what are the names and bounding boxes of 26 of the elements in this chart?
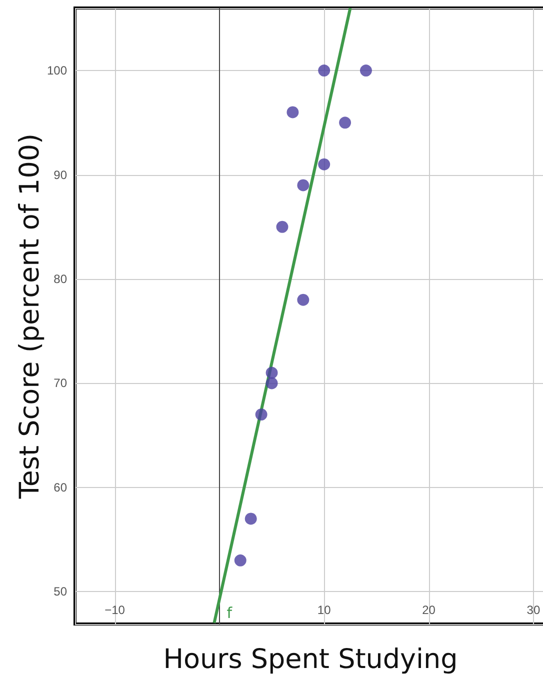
point: [297, 179, 310, 192]
y-axis-title: Test Score (percent of 100): [14, 133, 46, 500]
point: [234, 554, 246, 566]
x-tick-label: 20: [422, 603, 436, 617]
point: [244, 512, 257, 525]
point: [255, 408, 268, 420]
x-tick-label: 10: [317, 603, 332, 617]
x-axis-title: Hours Spent Studying: [163, 644, 458, 675]
point: [339, 116, 352, 129]
point: [276, 220, 288, 233]
point: [360, 64, 372, 77]
point: [266, 377, 278, 390]
point: [266, 366, 278, 379]
y-tick-label: 60: [54, 480, 68, 494]
x-tick-label: −10: [104, 603, 126, 617]
y-tick-label: 50: [54, 584, 68, 599]
x-tick-label: 30: [526, 603, 540, 617]
y-tick-label: 100: [46, 64, 68, 78]
y-tick-label: 70: [54, 376, 68, 390]
point: [297, 294, 310, 306]
point: [318, 158, 330, 170]
point: [286, 106, 299, 118]
point: [318, 64, 330, 77]
y-tick-label: 90: [54, 168, 68, 182]
annotation: f: [226, 604, 233, 622]
y-tick-label: 80: [54, 272, 68, 286]
